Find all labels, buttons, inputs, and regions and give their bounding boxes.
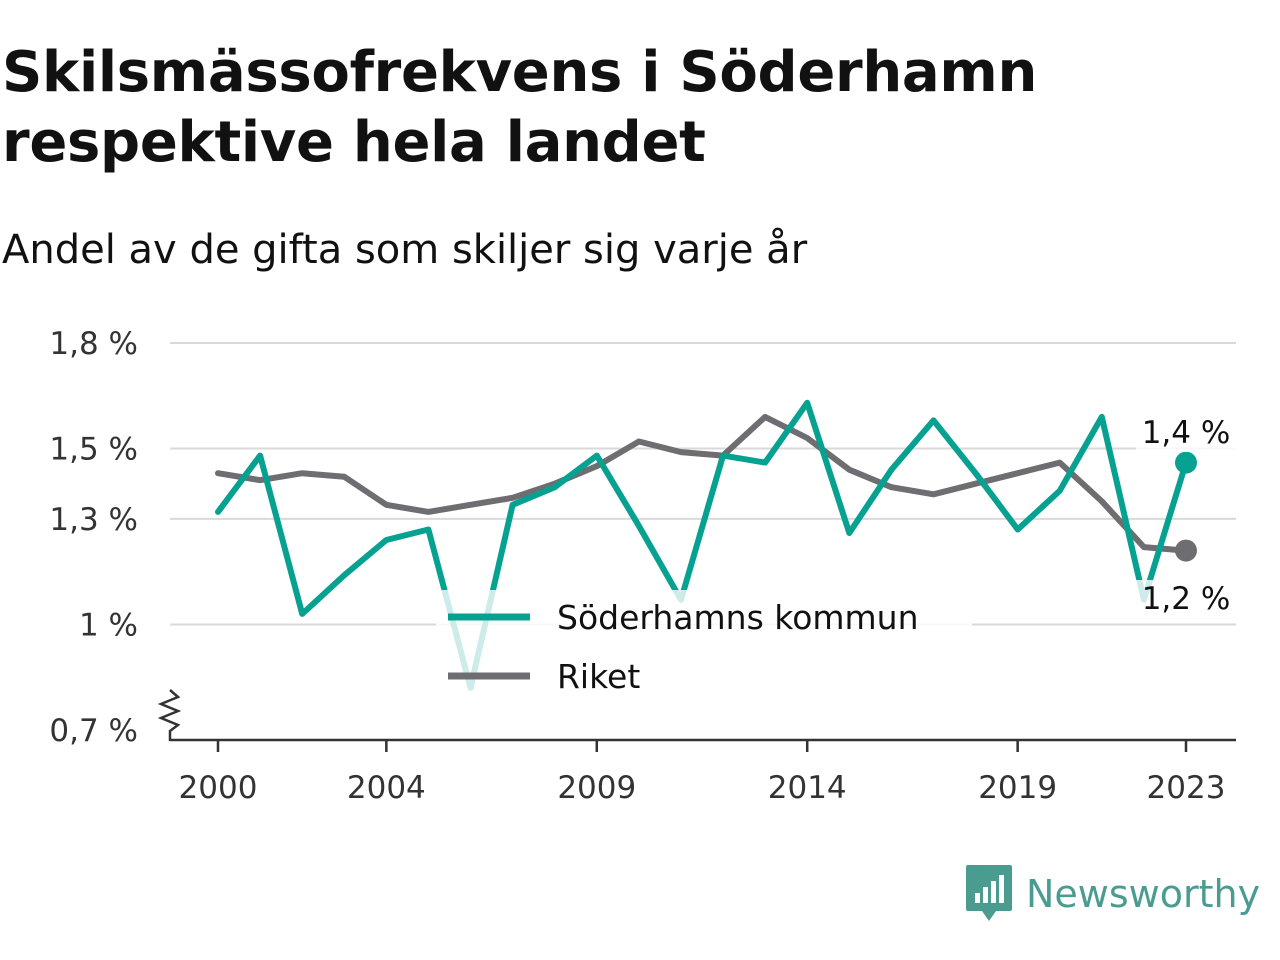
axis-break-icon xyxy=(157,689,182,741)
x-tick-label: 2009 xyxy=(557,770,636,806)
y-tick-label: 1 % xyxy=(79,607,138,643)
chart-subtitle: Andel av de gifta som skiljer sig varje … xyxy=(2,227,808,273)
series-line xyxy=(215,399,1189,691)
end-label: 1,2 % xyxy=(1142,581,1231,617)
series-line xyxy=(215,413,1189,554)
series-end-marker xyxy=(1175,451,1197,474)
bar-chart-speech-bubble-icon xyxy=(966,865,1012,921)
legend-label: Söderhamns kommun xyxy=(557,598,919,637)
legend-background xyxy=(436,590,972,708)
x-tick-label: 2019 xyxy=(978,770,1057,806)
legend-label: Riket xyxy=(557,657,640,696)
brand-logo: Newsworthy xyxy=(964,862,1260,926)
end-labels: 1,4 % 1,2 % xyxy=(1136,414,1236,618)
gridlines xyxy=(170,342,1236,626)
series-end-marker xyxy=(1175,539,1197,562)
end-label: 1,4 % xyxy=(1142,415,1231,451)
x-tick-label: 2004 xyxy=(347,770,426,806)
legend: Söderhamns kommun Riket xyxy=(436,590,972,708)
end-label-background xyxy=(1136,414,1236,452)
brand-name: Newsworthy xyxy=(1026,872,1261,916)
series-layer xyxy=(215,399,1197,691)
y-tick-label: 1,5 % xyxy=(49,432,138,468)
y-tick-label: 1,8 % xyxy=(49,326,138,362)
x-tick-label: 2000 xyxy=(179,770,258,806)
x-tick-label: 2023 xyxy=(1147,770,1226,806)
y-axis: 1,8 % 1,5 % 1,3 % 1 % 0,7 % xyxy=(49,326,138,749)
end-label-background xyxy=(1136,580,1236,618)
x-tick-label: 2014 xyxy=(768,770,847,806)
x-axis: 2000 2004 2009 2014 2019 2023 xyxy=(157,689,1236,806)
y-tick-label: 0,7 % xyxy=(49,713,138,749)
y-tick-label: 1,3 % xyxy=(49,502,138,538)
chart-title: Skilsmässofrekvens i Söderhamn respektiv… xyxy=(2,40,1038,175)
